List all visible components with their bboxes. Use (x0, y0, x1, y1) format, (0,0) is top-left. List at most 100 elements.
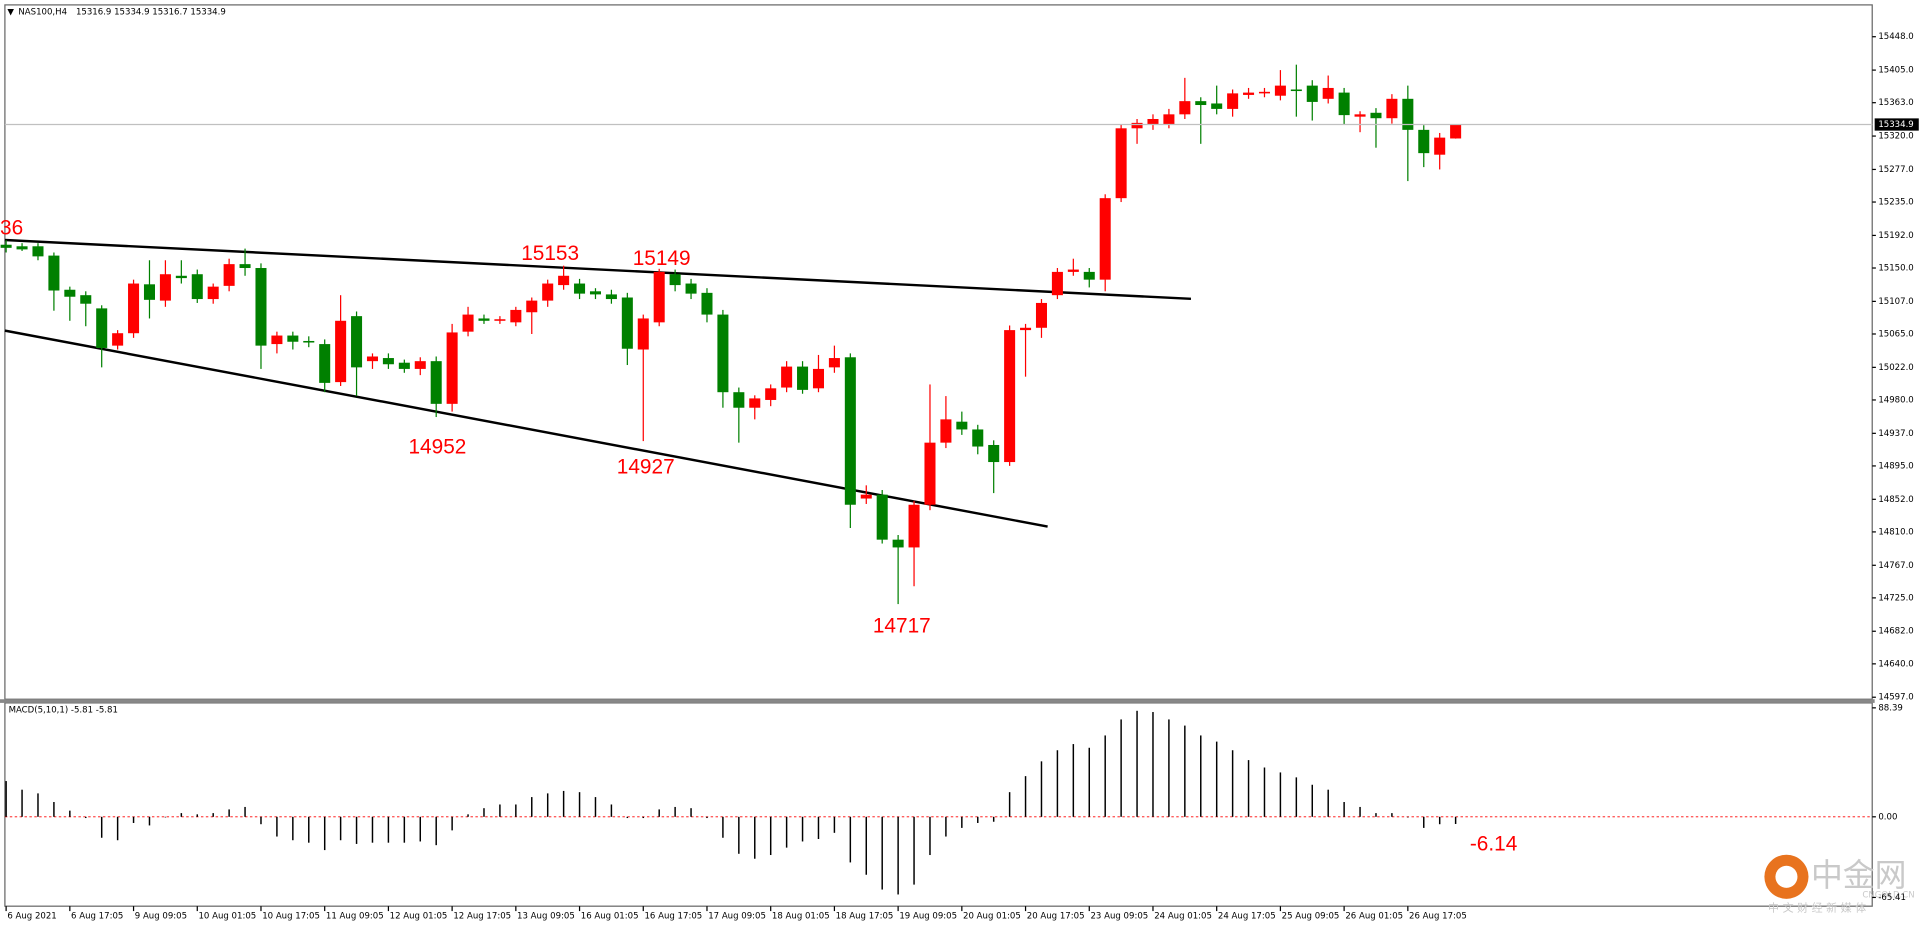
macd-bar (69, 810, 71, 817)
y-tick-label: 15277.0 (1878, 165, 1913, 175)
y-tick-label: 15022.0 (1878, 363, 1913, 373)
macd-bar (722, 816, 724, 838)
macd-bar (276, 816, 278, 837)
annotation: 14717 (873, 614, 931, 637)
macd-bar (897, 816, 899, 895)
y-tick-label: -65.41 (1878, 893, 1906, 903)
y-tick-label: 88.39 (1878, 703, 1903, 713)
symbol: NAS100,H4 (18, 8, 67, 18)
candle-body (1243, 92, 1255, 95)
trend-line (4, 238, 1192, 301)
y-tick-label: 15107.0 (1878, 297, 1913, 307)
macd-bar (339, 816, 342, 841)
candle-body (398, 362, 410, 369)
last-price-label: 15334.9 (1878, 120, 1913, 130)
macd-bar (769, 816, 772, 856)
candle-body (940, 419, 952, 443)
candle-body (1290, 89, 1302, 92)
annotation: 36 (0, 216, 23, 239)
dropdown-icon[interactable]: ▼ (7, 8, 14, 18)
candle-body (1386, 98, 1398, 119)
macd-bar (1200, 735, 1202, 817)
x-tick-label: 26 Aug 01:05 (1345, 911, 1403, 921)
macd-bar (562, 790, 565, 817)
candle-body (462, 314, 474, 332)
x-tick-label: 10 Aug 17:05 (262, 911, 320, 921)
x-tick-label: 10 Aug 01:05 (198, 911, 256, 921)
x-tick-label: 20 Aug 01:05 (963, 911, 1021, 921)
candle-body (1306, 85, 1318, 102)
logo-inner (1775, 865, 1798, 888)
candle-body (32, 246, 44, 257)
macd-bar (1184, 725, 1186, 817)
candle-body (159, 274, 171, 301)
macd-bar (1359, 806, 1361, 817)
macd-bar (387, 816, 390, 843)
macd-bar (180, 813, 183, 817)
candle-body (366, 356, 378, 362)
macd-bar (546, 793, 549, 817)
candle-body (1354, 114, 1366, 117)
candle-body (1020, 327, 1032, 331)
macd-bar (1311, 784, 1314, 817)
x-tick-label: 20 Aug 17:05 (1027, 911, 1085, 921)
macd-bar (116, 816, 119, 841)
macd-bar (1231, 750, 1234, 817)
candle-body (876, 494, 888, 540)
candle-body (685, 283, 697, 294)
candle-body (558, 275, 570, 286)
macd-bar (1438, 816, 1441, 825)
candle-body (701, 292, 713, 315)
candle-body (526, 300, 538, 313)
macd-bar (1343, 802, 1345, 817)
watermark: 中金网 CNGOLD.CN 中 文 财 经 新 媒 体 (1764, 854, 1915, 915)
macd-bar (483, 808, 485, 817)
candle-body (303, 340, 315, 343)
x-tick-label: 24 Aug 01:05 (1154, 911, 1212, 921)
candle-body (589, 291, 601, 295)
candle-body (1147, 118, 1159, 125)
annotation: 14927 (617, 455, 675, 478)
macd-bar (1088, 747, 1091, 817)
tagline: 中 文 财 经 新 媒 体 (1768, 901, 1866, 915)
y-tick-label: 15405.0 (1878, 66, 1913, 76)
macd-bar (929, 816, 931, 856)
macd-bar (308, 816, 310, 843)
macd-bar (499, 804, 501, 817)
candle-body (812, 368, 824, 389)
candle-body (494, 319, 506, 321)
x-tick-label: 19 Aug 09:05 (899, 911, 957, 921)
candle-body (781, 366, 793, 388)
y-tick-label: 14597.0 (1878, 693, 1913, 703)
candle-body (542, 283, 554, 301)
candle-body (16, 246, 28, 250)
macd-bar (244, 806, 246, 817)
x-tick-label: 12 Aug 01:05 (390, 911, 448, 921)
annotation: 14952 (408, 436, 466, 459)
x-tick-label: 17 Aug 09:05 (708, 911, 766, 921)
candle-body (239, 264, 251, 269)
macd-bar (21, 789, 23, 817)
candle-body (319, 344, 331, 383)
macd-bar (754, 816, 756, 859)
macd-bar (100, 816, 103, 838)
y-tick-label: 14852.0 (1878, 495, 1913, 505)
candle-body (860, 494, 872, 499)
macd-bar (785, 816, 788, 848)
candle-body (605, 294, 617, 300)
candle-body (1211, 103, 1223, 109)
macd-title: MACD(5,10,1) -5.81 -5.81 (9, 706, 118, 716)
candle-body (0, 244, 12, 248)
y-tick-label: 14725.0 (1878, 593, 1913, 603)
candle-body (1258, 91, 1270, 94)
macd-bar (578, 792, 581, 817)
macd-bar (849, 816, 852, 863)
macd-bar (85, 816, 87, 819)
candle-body (1370, 112, 1382, 119)
candle-body (271, 335, 283, 345)
candle-body (1179, 101, 1191, 115)
trend-line (4, 329, 1048, 528)
macd-bar (212, 813, 214, 817)
macd-bar (817, 816, 820, 839)
